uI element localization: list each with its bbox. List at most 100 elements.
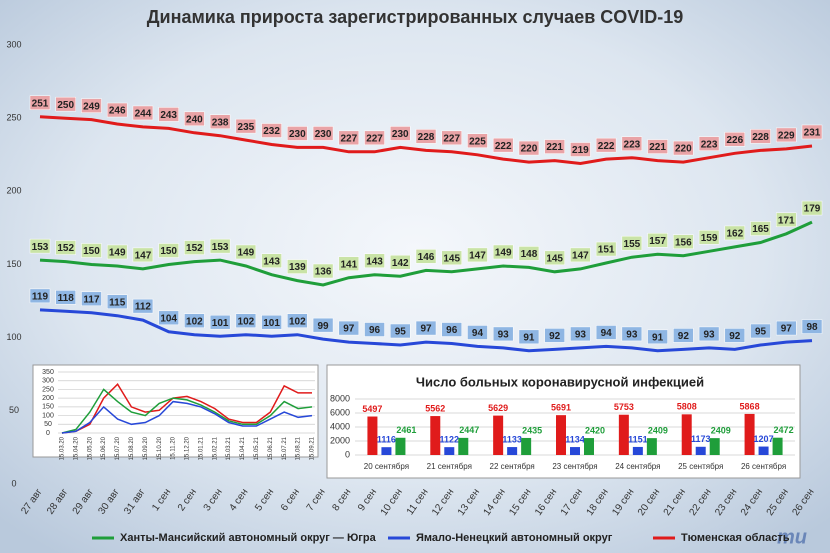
label-box <box>492 326 514 342</box>
bar <box>458 437 469 455</box>
x-tick-label: 25 сентября <box>678 462 723 471</box>
x-tick-label: 15.03.20 <box>60 436 66 460</box>
label-box <box>338 256 360 271</box>
x-tick-label: 22 сентября <box>490 462 535 471</box>
y-tick-label: 8000 <box>330 393 350 403</box>
data-label: 95 <box>395 327 407 338</box>
x-tick-label: 20 сентября <box>364 462 409 471</box>
data-label: 115 <box>109 297 126 308</box>
data-label: 157 <box>649 236 666 247</box>
label-box <box>415 320 437 336</box>
data-label: 1133 <box>502 434 522 444</box>
label-box <box>81 291 102 307</box>
label-box <box>184 313 205 328</box>
label-box <box>235 244 257 260</box>
label-box <box>724 225 746 241</box>
y-tick-label: 200 <box>42 395 54 402</box>
data-label: 232 <box>263 126 280 137</box>
data-label: 244 <box>135 109 152 120</box>
inset-title: Число больных коронавирусной инфекцией <box>416 374 704 389</box>
data-label: 227 <box>443 133 460 144</box>
x-tick-label: 15.10.20 <box>157 436 163 460</box>
data-label: 97 <box>781 324 793 335</box>
series-line <box>61 388 313 434</box>
label-box <box>698 136 720 151</box>
data-label: 150 <box>83 246 100 257</box>
label-box <box>441 250 462 266</box>
bar <box>772 437 783 455</box>
data-label: 246 <box>109 106 126 117</box>
y-tick-label: 250 <box>6 113 21 123</box>
y-tick-label: 250 <box>42 386 54 393</box>
x-tick-label: 15.05.20 <box>87 436 93 460</box>
x-tick-label: 15.07.20 <box>115 436 121 460</box>
data-label: 102 <box>289 316 306 327</box>
data-label: 153 <box>32 242 49 253</box>
bar <box>695 446 706 455</box>
data-label: 147 <box>572 251 589 262</box>
bar <box>646 438 657 455</box>
y-tick-label: 0 <box>345 449 350 459</box>
label-box <box>261 253 282 268</box>
data-label: 5808 <box>677 402 697 412</box>
data-label: 2409 <box>711 426 731 436</box>
label-box <box>29 95 51 110</box>
label-box <box>312 263 334 279</box>
data-label: 219 <box>572 145 589 156</box>
y-tick-label: 100 <box>6 332 21 342</box>
data-label: 2447 <box>459 425 479 435</box>
label-box <box>647 139 668 154</box>
data-label: 150 <box>160 246 177 257</box>
label-box <box>184 111 205 127</box>
data-label: 93 <box>498 330 510 341</box>
data-label: 118 <box>58 293 75 304</box>
label-box <box>647 233 668 248</box>
label-box <box>81 98 102 113</box>
label-box <box>750 129 771 144</box>
label-box <box>673 234 694 249</box>
data-label: 159 <box>701 233 718 244</box>
data-label: 96 <box>369 325 381 336</box>
label-box <box>312 126 334 141</box>
data-label: 162 <box>726 229 743 240</box>
x-tick-label: 15.09.21 <box>310 436 316 460</box>
data-label: 225 <box>469 136 486 147</box>
data-label: 97 <box>420 324 432 335</box>
label-box <box>55 240 76 255</box>
data-label: 98 <box>806 322 818 333</box>
data-label: 223 <box>624 139 641 150</box>
bar <box>493 415 504 455</box>
bar <box>367 416 378 455</box>
data-label: 250 <box>57 100 74 111</box>
data-label: 152 <box>186 243 203 254</box>
label-box <box>106 244 128 260</box>
label-box <box>724 132 746 147</box>
label-box <box>801 200 823 216</box>
data-label: 136 <box>315 267 332 278</box>
data-label: 94 <box>601 328 613 339</box>
label-box <box>106 294 128 309</box>
label-box <box>235 313 257 328</box>
series-line <box>39 115 813 166</box>
bar <box>584 438 594 455</box>
data-label: 96 <box>446 325 458 336</box>
data-label: 223 <box>701 139 718 150</box>
data-label: 2435 <box>522 425 542 435</box>
bar <box>744 413 755 455</box>
bar <box>381 447 392 455</box>
x-tick-label: 15.08.21 <box>296 436 302 460</box>
data-label: 145 <box>443 253 460 264</box>
label-box <box>287 313 308 328</box>
label-box <box>312 317 334 333</box>
legend-label: Ямало-Ненецкий автономный округ <box>416 532 613 544</box>
label-box <box>158 107 179 122</box>
x-tick-label: 15.02.21 <box>212 436 218 460</box>
series-line <box>61 382 312 434</box>
label-box <box>235 118 257 134</box>
data-label: 5691 <box>551 403 571 413</box>
data-label: 149 <box>109 248 126 259</box>
label-box <box>29 238 51 254</box>
legend-label: Тюменская область <box>681 532 790 544</box>
